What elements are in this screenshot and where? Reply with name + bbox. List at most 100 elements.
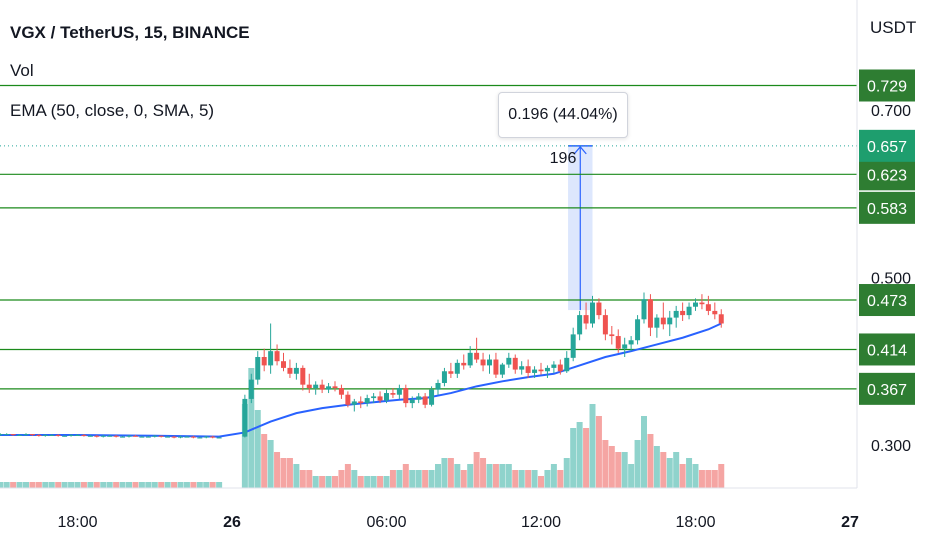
price-badge — [859, 372, 915, 405]
volume-bar — [209, 482, 216, 488]
volume-bar — [525, 470, 532, 488]
candle-body — [647, 299, 653, 328]
volume-bar — [705, 470, 712, 488]
volume-bar — [145, 482, 152, 488]
volume-bar — [151, 482, 158, 488]
volume-bar — [164, 482, 171, 488]
volume-bar — [383, 476, 390, 488]
time-tick-label: 18:00 — [675, 514, 715, 531]
candle-body — [429, 389, 435, 405]
candle-body — [493, 359, 499, 375]
volume-bar — [280, 458, 287, 488]
candle-body — [628, 340, 634, 345]
candle-body — [590, 302, 595, 324]
volume-bar — [711, 470, 718, 488]
volume-bar — [286, 458, 293, 488]
time-tick-label: 27 — [841, 514, 859, 531]
candle-body — [274, 351, 280, 362]
volume-bar — [467, 464, 474, 488]
symbol-title[interactable]: VGX / TetherUS, 15, BINANCE — [10, 23, 250, 42]
candle-body — [345, 394, 351, 405]
price-badge-label: 0.473 — [867, 293, 907, 310]
candle-body — [693, 302, 698, 307]
volume-bar — [692, 464, 699, 488]
candle-body — [705, 304, 711, 311]
volume-bar — [332, 476, 338, 488]
volume-bar — [23, 482, 29, 488]
volume-bar — [647, 434, 654, 488]
volume-bar — [583, 428, 590, 488]
volume-bar — [312, 476, 319, 488]
candle-body — [435, 382, 441, 390]
volume-bar — [3, 482, 10, 488]
volume-bar — [679, 464, 686, 488]
measure-label: 0.196 (44.04%) 196 — [498, 92, 628, 167]
volume-bar — [29, 482, 36, 488]
candle-body — [512, 357, 518, 370]
volume-legend[interactable]: Vol — [10, 61, 34, 80]
volume-bar — [538, 476, 544, 488]
candle-body — [654, 317, 660, 328]
volume-bar — [100, 482, 107, 488]
volume-bar — [196, 482, 203, 488]
candle-body — [564, 357, 570, 372]
price-tick-label: 0.300 — [871, 438, 911, 455]
volume-bar — [570, 428, 577, 488]
candle-body — [660, 317, 666, 325]
volume-bar — [377, 476, 384, 488]
ema-legend[interactable]: EMA (50, close, 0, SMA, 5) — [10, 101, 215, 120]
candle-body — [42, 434, 48, 436]
volume-bar — [61, 482, 68, 488]
volume-bar — [48, 482, 55, 488]
volume-bar — [351, 470, 358, 488]
volume-bar — [499, 464, 506, 488]
volume-bar — [428, 470, 435, 488]
volume-bar — [389, 470, 396, 488]
candle-body — [68, 434, 74, 436]
candle-body — [474, 352, 480, 360]
measure-tool[interactable] — [568, 145, 593, 311]
candle-body — [544, 367, 550, 372]
candle-body — [377, 396, 383, 401]
volume-bar — [492, 464, 499, 488]
horizontal-levels[interactable] — [0, 84, 857, 390]
candle-body — [139, 436, 145, 438]
candle-body — [171, 436, 177, 438]
candles — [0, 292, 724, 439]
candle-body — [409, 399, 415, 404]
candle-body — [255, 357, 261, 380]
candle-body — [49, 434, 55, 436]
volume-bar — [171, 482, 178, 488]
candle-body — [23, 434, 29, 436]
candle-body — [126, 435, 132, 437]
volume-bar — [576, 422, 583, 488]
volume-bar — [550, 464, 557, 488]
volume-bar — [615, 452, 622, 488]
volume-bar — [306, 470, 313, 488]
price-badge — [859, 158, 915, 191]
candle-body — [55, 434, 61, 436]
volume-bar — [634, 440, 641, 488]
candle-body — [248, 379, 254, 399]
volume-bar — [183, 482, 190, 488]
volume-bar — [126, 482, 132, 488]
volume-bar — [113, 482, 120, 488]
candle-body — [10, 434, 16, 436]
candle-body — [242, 398, 248, 437]
volume-bar — [435, 464, 441, 488]
candle-body — [132, 435, 138, 437]
volume-bar — [248, 368, 255, 488]
candle-body — [570, 334, 576, 358]
volume-bar — [505, 464, 512, 488]
volume-bar — [216, 482, 223, 488]
candle-body — [75, 434, 80, 436]
volume-bar — [241, 404, 248, 488]
candle-body — [519, 366, 525, 370]
candle-body — [609, 334, 615, 337]
volume-bar — [486, 464, 493, 488]
volume-bar — [370, 476, 377, 488]
volume-bar — [686, 458, 693, 488]
candle-body — [602, 315, 608, 335]
volume-bar — [344, 464, 351, 488]
